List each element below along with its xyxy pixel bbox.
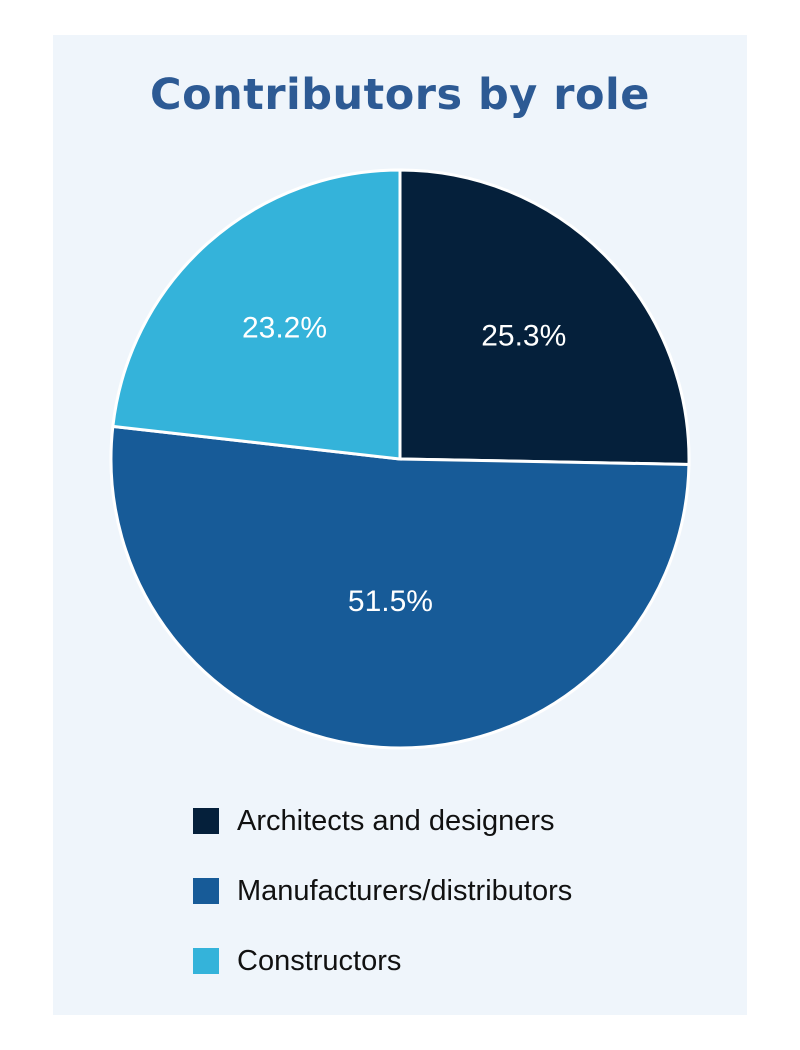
slice-value-label: 25.3% [481,319,566,352]
legend-label: Constructors [237,944,402,977]
slice-architects [398,168,691,466]
slice-manufacturers [109,424,691,750]
legend: Architects and designers Manufacturers/d… [193,786,572,996]
legend-item-manufacturers: Manufacturers/distributors [193,856,572,926]
slice-value-label: 23.2% [242,312,327,345]
legend-label: Architects and designers [237,804,555,837]
slice-constructors [111,168,402,461]
legend-item-constructors: Constructors [193,926,572,996]
legend-swatch [193,878,219,904]
legend-swatch [193,948,219,974]
chart-title: Contributors by role [150,70,650,120]
legend-swatch [193,808,219,834]
legend-item-architects: Architects and designers [193,786,572,856]
slice-value-label: 51.5% [348,585,433,618]
legend-label: Manufacturers/distributors [237,874,573,907]
